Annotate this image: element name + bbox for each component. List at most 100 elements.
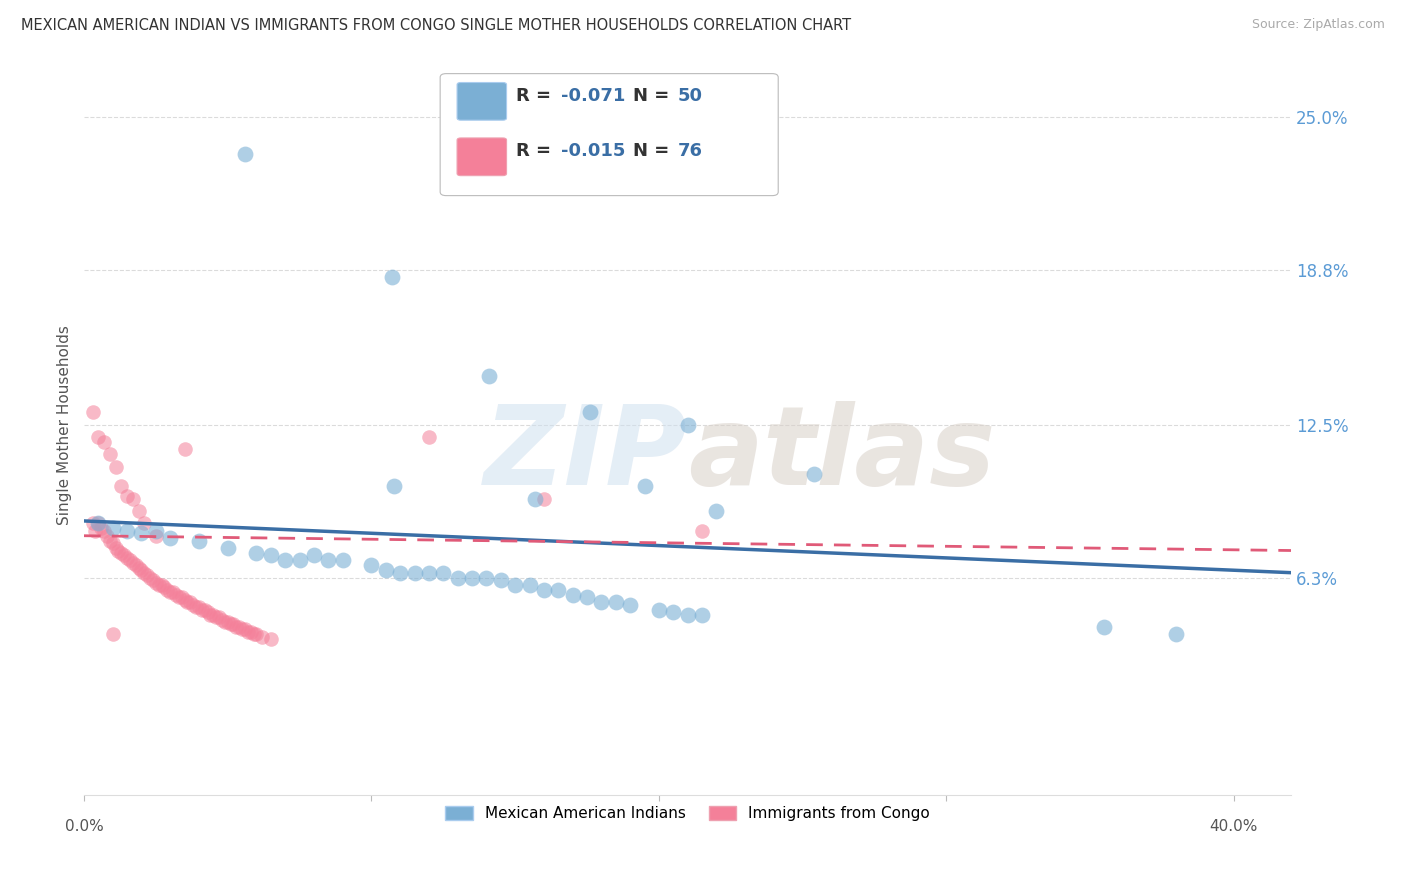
Point — [125, 558, 148, 573]
Point — [93, 524, 115, 538]
Text: -0.071: -0.071 — [561, 87, 626, 104]
Text: 50: 50 — [678, 87, 703, 104]
Point — [139, 571, 162, 585]
Point — [803, 467, 825, 482]
Point — [211, 613, 233, 627]
Text: atlas: atlas — [688, 401, 995, 508]
Point — [242, 627, 264, 641]
Text: N =: N = — [633, 142, 676, 161]
Point — [159, 585, 181, 599]
Point — [260, 549, 283, 563]
Point — [134, 516, 156, 531]
Point — [191, 602, 214, 616]
Point — [98, 533, 121, 548]
Point — [145, 524, 167, 538]
Point — [389, 566, 412, 580]
Point — [461, 571, 484, 585]
Legend: Mexican American Indians, Immigrants from Congo: Mexican American Indians, Immigrants fro… — [439, 800, 936, 828]
Point — [118, 553, 141, 567]
Point — [489, 573, 512, 587]
Point — [1094, 620, 1116, 634]
Point — [121, 491, 143, 506]
Point — [145, 575, 167, 590]
Point — [605, 595, 627, 609]
FancyBboxPatch shape — [440, 74, 778, 195]
Point — [1166, 627, 1188, 641]
Point — [184, 600, 207, 615]
Point — [217, 615, 239, 629]
Point — [93, 435, 115, 450]
Point — [384, 479, 406, 493]
Point — [205, 610, 228, 624]
Point — [233, 623, 256, 637]
Point — [533, 491, 555, 506]
Point — [302, 549, 325, 563]
Point — [418, 566, 440, 580]
Point — [519, 578, 541, 592]
Point — [87, 516, 110, 531]
Text: -0.015: -0.015 — [561, 142, 626, 161]
Point — [159, 531, 181, 545]
Point — [134, 566, 156, 580]
Point — [503, 578, 526, 592]
Point — [432, 566, 454, 580]
Point — [110, 479, 132, 493]
Point — [136, 568, 159, 582]
Point — [98, 447, 121, 461]
Point — [194, 602, 217, 616]
Point — [219, 617, 242, 632]
Point — [104, 459, 127, 474]
Point — [676, 607, 699, 622]
Point — [188, 533, 211, 548]
Point — [381, 269, 404, 284]
Point — [101, 536, 124, 550]
Point — [274, 553, 297, 567]
Point — [233, 146, 256, 161]
Point — [131, 563, 153, 577]
Point — [260, 632, 283, 647]
Text: N =: N = — [633, 87, 676, 104]
Point — [148, 578, 170, 592]
Point — [374, 563, 396, 577]
Point — [475, 571, 498, 585]
Point — [142, 573, 165, 587]
Point — [121, 556, 143, 570]
Point — [250, 630, 273, 644]
Point — [214, 615, 236, 629]
Point — [579, 405, 602, 419]
Point — [231, 623, 253, 637]
Text: 76: 76 — [678, 142, 703, 161]
Text: R =: R = — [516, 87, 557, 104]
Point — [418, 430, 440, 444]
Point — [90, 521, 112, 535]
Point — [447, 571, 470, 585]
Point — [131, 526, 153, 541]
Point — [84, 524, 107, 538]
Point — [188, 600, 211, 615]
Point — [128, 561, 150, 575]
Point — [145, 529, 167, 543]
Point — [576, 591, 599, 605]
Point — [101, 521, 124, 535]
Point — [245, 546, 267, 560]
Point — [547, 582, 569, 597]
Point — [104, 541, 127, 555]
Point — [153, 581, 176, 595]
Point — [82, 405, 104, 419]
FancyBboxPatch shape — [457, 138, 506, 176]
Point — [360, 558, 382, 573]
Point — [332, 553, 354, 567]
Point — [167, 591, 190, 605]
Point — [225, 620, 247, 634]
Point — [96, 529, 118, 543]
Text: R =: R = — [516, 142, 557, 161]
Point — [115, 550, 138, 565]
Point — [82, 516, 104, 531]
Point — [318, 553, 340, 567]
Point — [173, 592, 195, 607]
Point — [288, 553, 311, 567]
Text: Source: ZipAtlas.com: Source: ZipAtlas.com — [1251, 18, 1385, 31]
Point — [115, 489, 138, 503]
Point — [181, 598, 204, 612]
Point — [236, 624, 259, 639]
